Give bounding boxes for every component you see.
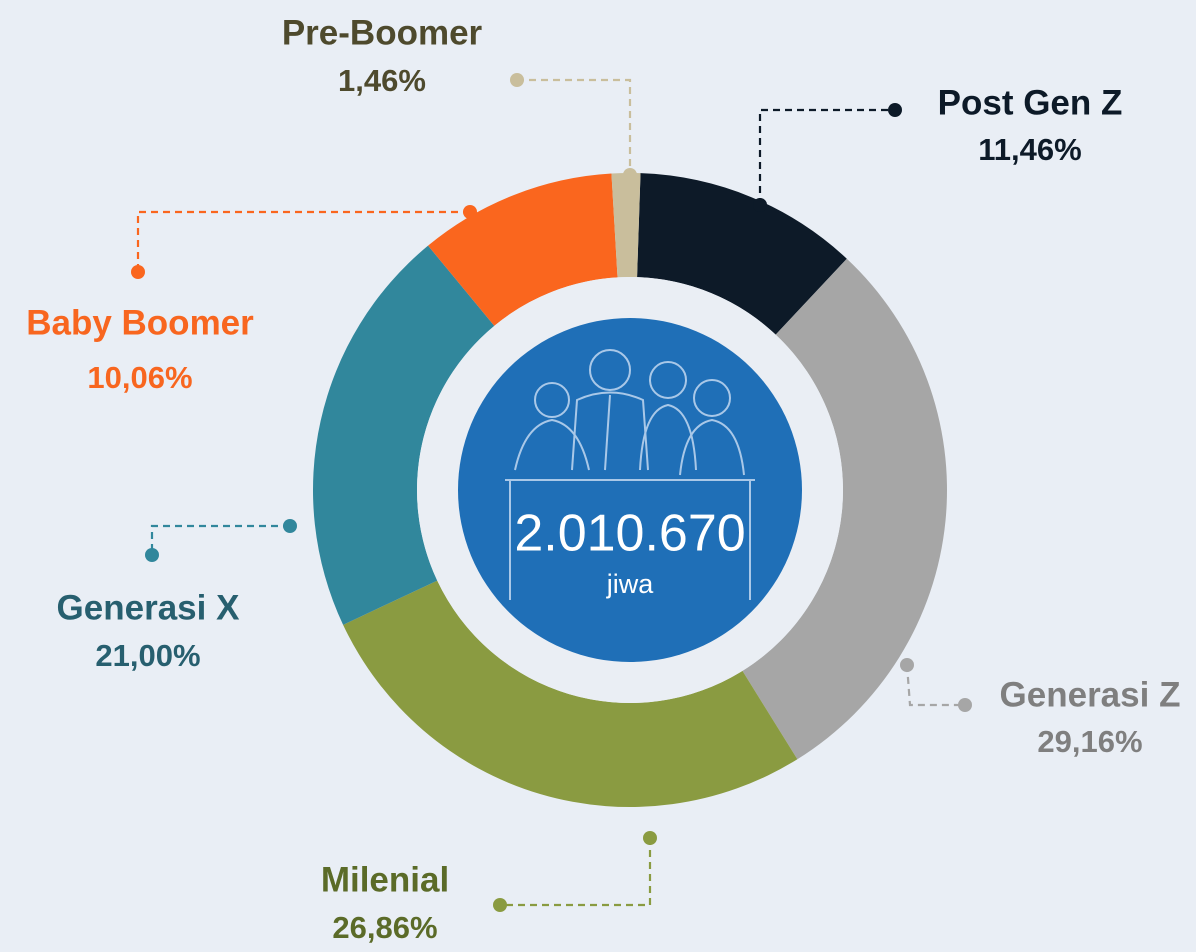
donut-segment bbox=[343, 580, 798, 807]
leader-line bbox=[905, 664, 965, 707]
category-label: Post Gen Z bbox=[938, 83, 1123, 122]
category-label: Pre-Boomer bbox=[282, 13, 483, 52]
leader-dot bbox=[145, 548, 159, 562]
value-label: 29,16% bbox=[1037, 724, 1142, 759]
value-label: 11,46% bbox=[978, 132, 1081, 167]
leader-dot bbox=[900, 658, 914, 672]
leader-dot bbox=[283, 519, 297, 533]
donut-segment bbox=[428, 173, 618, 326]
donut-segment bbox=[742, 258, 948, 760]
leader-line bbox=[758, 108, 895, 205]
leader-line bbox=[517, 78, 632, 175]
category-label: Baby Boomer bbox=[26, 303, 254, 342]
donut-segment bbox=[637, 173, 847, 335]
donut-segment bbox=[313, 245, 495, 625]
leader-dot bbox=[623, 168, 637, 182]
leader-dot bbox=[131, 265, 145, 279]
leader-line bbox=[150, 524, 290, 555]
donut-segment bbox=[611, 173, 641, 278]
leader-dot bbox=[958, 698, 972, 712]
value-label: 1,46% bbox=[338, 63, 426, 98]
leader-dot bbox=[643, 831, 657, 845]
center-unit: jiwa bbox=[606, 569, 654, 599]
leader-line bbox=[500, 838, 652, 907]
category-label: Milenial bbox=[321, 860, 449, 899]
leader-dot bbox=[753, 198, 767, 212]
value-label: 21,00% bbox=[95, 638, 200, 673]
category-label: Generasi X bbox=[57, 588, 241, 627]
center-circle bbox=[458, 318, 802, 662]
leader-dot bbox=[510, 73, 524, 87]
value-label: 26,86% bbox=[332, 910, 437, 945]
leader-dot bbox=[888, 103, 902, 117]
leader-dot bbox=[493, 898, 507, 912]
people-icon bbox=[505, 349, 755, 600]
category-label: Generasi Z bbox=[1000, 675, 1181, 714]
value-label: 10,06% bbox=[87, 360, 192, 395]
leader-dot bbox=[463, 205, 477, 219]
leader-line bbox=[136, 210, 470, 272]
donut bbox=[313, 173, 948, 807]
center-value: 2.010.670 bbox=[514, 505, 745, 563]
